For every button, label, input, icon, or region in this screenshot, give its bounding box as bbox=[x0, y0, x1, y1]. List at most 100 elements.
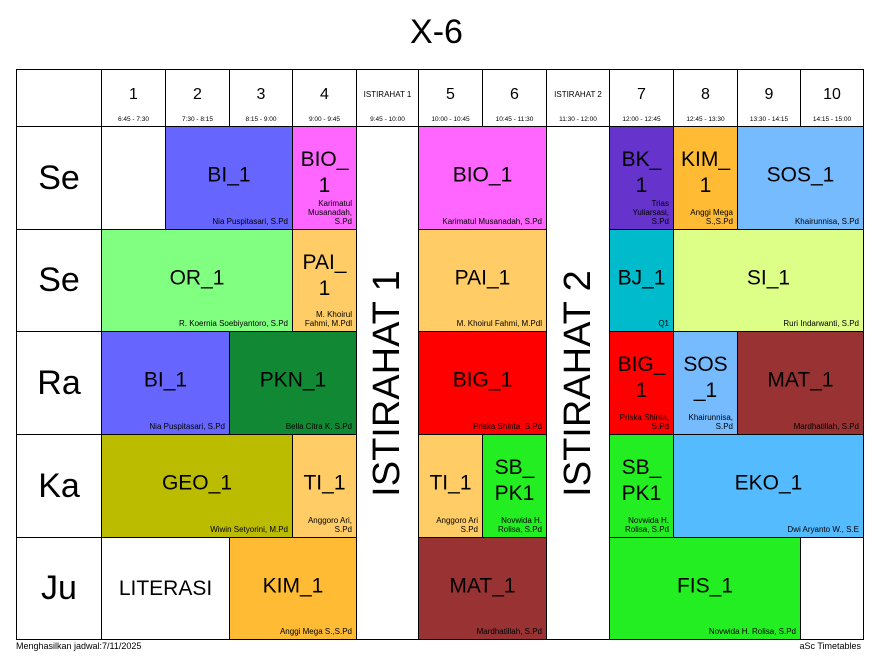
break-column: ISTIRAHAT 2 bbox=[546, 126, 610, 640]
lesson-subject: PAI_1 bbox=[454, 265, 511, 289]
period-time: 7:30 - 8:15 bbox=[181, 116, 214, 123]
day-label: Ra bbox=[16, 331, 102, 435]
lesson-cell[interactable]: BI_1 Nia Puspitasari, S.Pd bbox=[101, 331, 230, 435]
lesson-teacher: Ruri Indarwanti, S.Pd bbox=[783, 319, 859, 328]
lesson-cell[interactable]: FIS_1 Novwida H. Rolisa, S.Pd bbox=[609, 537, 801, 640]
period-number: 4 bbox=[320, 86, 329, 103]
lesson-subject: BK_ 1 bbox=[621, 147, 662, 197]
lesson-subject: BIO_1 bbox=[300, 147, 349, 197]
lesson-subject: MAT_1 bbox=[767, 368, 834, 392]
lesson-cell[interactable]: BIO_1 Karimatul Musanadah, S.Pd bbox=[418, 126, 547, 230]
generated-date: Menghasilkan jadwal:7/11/2025 bbox=[16, 641, 142, 651]
lesson-teacher: Q1 bbox=[658, 319, 669, 328]
lesson-cell[interactable]: PKN_1 Bella Citra K, S.Pd bbox=[229, 331, 357, 435]
lesson-subject: KIM_1 bbox=[680, 147, 730, 197]
break-header-label: ISTIRAHAT 1 bbox=[363, 90, 412, 99]
period-time: 9:00 - 9:45 bbox=[308, 116, 341, 123]
lesson-cell[interactable]: MAT_1 Mardhatillah, S.Pd bbox=[418, 537, 547, 640]
day-label: Se bbox=[16, 229, 102, 332]
period-number: 2 bbox=[193, 86, 202, 103]
lesson-teacher: Novwida H. Rolisa, S.Pd bbox=[497, 516, 542, 534]
break-header-label: ISTIRAHAT 2 bbox=[554, 90, 602, 99]
lesson-cell[interactable]: KIM_1 Anggi Mega S.,S.Pd bbox=[229, 537, 357, 640]
lesson-subject: BI_1 bbox=[207, 163, 251, 187]
lesson-subject: MAT_1 bbox=[449, 573, 516, 597]
lesson-subject: EKO_1 bbox=[734, 471, 803, 495]
lesson-cell[interactable]: PAI_1 M. Khoirul Fahmi, M.Pdl bbox=[418, 229, 547, 332]
period-header: 10 14:15 - 15:00 bbox=[800, 69, 864, 127]
lesson-subject: BIG_1 bbox=[452, 368, 513, 392]
lesson-subject: SB_ PK1 bbox=[494, 455, 535, 505]
lesson-teacher: Anggoro Ari, S.Pd bbox=[307, 516, 352, 534]
lesson-teacher: Bella Citra K, S.Pd bbox=[285, 422, 352, 431]
period-header: 8 12:45 - 13:30 bbox=[673, 69, 738, 127]
lesson-cell[interactable]: SI_1 Ruri Indarwanti, S.Pd bbox=[673, 229, 864, 332]
lesson-cell[interactable]: BIG_1 Priska Shinta, S.Pd bbox=[418, 331, 547, 435]
lesson-teacher: Priska Shinta, S.Pd bbox=[473, 422, 542, 431]
lesson-cell[interactable]: SB_ PK1 Novwida H. Rolisa, S.Pd bbox=[482, 434, 547, 538]
lesson-cell[interactable]: LITERASI bbox=[101, 537, 230, 640]
period-number: 9 bbox=[764, 86, 774, 103]
lesson-cell[interactable]: SOS _1 Khairunnisa, S.Pd bbox=[673, 331, 738, 435]
lesson-teacher: Novwida H. Rolisa, S.Pd bbox=[624, 516, 669, 534]
lesson-subject: PAI_1 bbox=[302, 250, 347, 300]
period-time: 12:00 - 12:45 bbox=[622, 116, 661, 123]
lesson-cell[interactable]: TI_1 Anggoro Ari, S.Pd bbox=[292, 434, 357, 538]
lesson-cell[interactable]: KIM_ 1 Anggi Mega S.,S.Pd bbox=[673, 126, 738, 230]
lesson-cell[interactable]: BK_ 1 Trias Yuliarsasi, S.Pd bbox=[609, 126, 674, 230]
lesson-cell[interactable]: MAT_1 Mardhatillah, S.Pd bbox=[737, 331, 864, 435]
timetable-title: X-6 bbox=[410, 13, 463, 51]
lesson-teacher: R. Koernia Soebiyantoro, S.Pd bbox=[179, 319, 288, 328]
lesson-teacher: M. Khoirul Fahmi, M.Pdl bbox=[456, 319, 542, 328]
break-label: ISTIRAHAT 1 bbox=[366, 269, 408, 497]
lesson-cell[interactable] bbox=[101, 126, 166, 230]
break-header: ISTIRAHAT 2 11:30 - 12:00 bbox=[546, 69, 610, 127]
period-header: 3 8:15 - 9:00 bbox=[229, 69, 293, 127]
break-header: ISTIRAHAT 1 9:45 - 10:00 bbox=[356, 69, 419, 127]
period-time: 9:45 - 10:00 bbox=[370, 116, 405, 123]
period-number: 5 bbox=[446, 86, 455, 103]
lesson-cell[interactable]: TI_1 Anggoro Ari S.Pd bbox=[418, 434, 483, 538]
day-label: Ka bbox=[16, 434, 102, 538]
lesson-cell[interactable]: PAI_ 1 M. Khoirul Fahmi, M.Pdl bbox=[292, 229, 357, 332]
app-credit: aSc Timetables bbox=[799, 641, 861, 651]
period-header: 1 6:45 - 7:30 bbox=[101, 69, 166, 127]
lesson-teacher: Trias Yuliarsasi, S.Pd bbox=[632, 199, 669, 226]
lesson-teacher: Anggoro Ari S.Pd bbox=[436, 516, 478, 534]
lesson-subject: TI_1 bbox=[429, 471, 472, 495]
period-header: 9 13:30 - 14:15 bbox=[737, 69, 801, 127]
period-number: 8 bbox=[701, 86, 710, 103]
period-time: 10:00 - 10:45 bbox=[431, 116, 470, 123]
period-time: 8:15 - 9:00 bbox=[245, 116, 277, 123]
lesson-subject: BIO_1 bbox=[452, 163, 513, 187]
lesson-cell[interactable]: GEO_1 Wiwin Setyorini, M.Pd bbox=[101, 434, 293, 538]
lesson-cell[interactable]: EKO_1 Dwi Aryanto W., S.E bbox=[673, 434, 864, 538]
lesson-cell[interactable]: BI_1 Nia Puspitasari, S.Pd bbox=[165, 126, 293, 230]
lesson-subject: BIG_1 bbox=[617, 352, 666, 402]
lesson-teacher: Dwi Aryanto W., S.E bbox=[787, 525, 859, 534]
lesson-cell[interactable]: BIG_ 1 Priska Shinta, S.Pd bbox=[609, 331, 674, 435]
lesson-cell[interactable]: OR_1 R. Koernia Soebiyantoro, S.Pd bbox=[101, 229, 293, 332]
lesson-subject: SI_1 bbox=[746, 265, 791, 289]
period-time: 12:45 - 13:30 bbox=[686, 116, 725, 123]
lesson-teacher: Mardhatillah, S.Pd bbox=[476, 627, 542, 636]
lesson-cell[interactable]: SB_ PK1 Novwida H. Rolisa, S.Pd bbox=[609, 434, 674, 538]
period-number: 6 bbox=[510, 86, 519, 103]
lesson-cell[interactable]: BJ_1 Q1 bbox=[609, 229, 674, 332]
lesson-teacher: Nia Puspitasari, S.Pd bbox=[149, 422, 225, 431]
lesson-subject: BI_1 bbox=[143, 368, 188, 392]
period-header: 6 10:45 - 11:30 bbox=[482, 69, 547, 127]
period-time: 13:30 - 14:15 bbox=[749, 116, 789, 123]
lesson-subject: PKN_1 bbox=[259, 368, 327, 392]
period-number: 10 bbox=[823, 86, 841, 103]
lesson-subject: KIM_1 bbox=[262, 573, 324, 597]
period-number: 3 bbox=[256, 86, 266, 103]
lesson-teacher: Novwida H. Rolisa, S.Pd bbox=[708, 627, 796, 636]
day-label: Ju bbox=[16, 537, 102, 640]
lesson-cell[interactable]: SOS_1 Khairunnisa, S.Pd bbox=[737, 126, 864, 230]
lesson-teacher: M. Khoirul Fahmi, M.Pdl bbox=[304, 310, 352, 328]
lesson-cell[interactable] bbox=[800, 537, 864, 640]
lesson-cell[interactable]: BIO_ 1 Karimatul Musanadah, S.Pd bbox=[292, 126, 357, 230]
period-header: 4 9:00 - 9:45 bbox=[292, 69, 357, 127]
